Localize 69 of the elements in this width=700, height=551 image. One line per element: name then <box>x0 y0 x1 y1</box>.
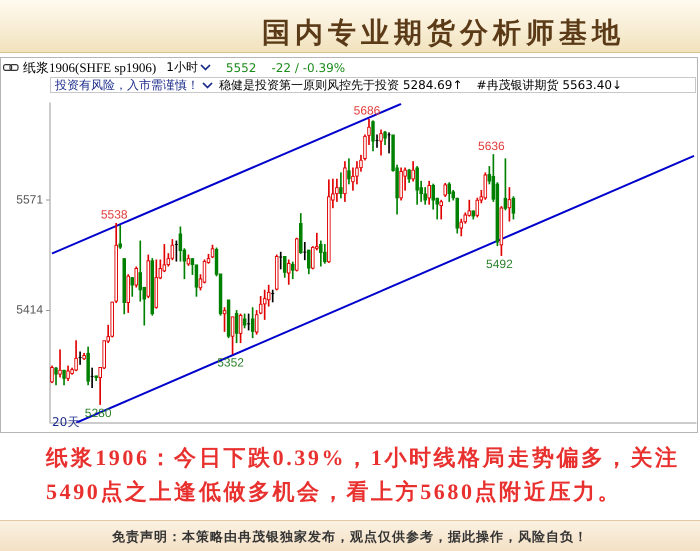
candlestick <box>335 178 339 202</box>
candlestick <box>431 184 436 210</box>
candlestick <box>327 179 331 263</box>
annotation: 20天 <box>52 414 80 431</box>
annotation: 5686 <box>354 104 381 118</box>
candlestick <box>439 200 444 220</box>
candlestick <box>512 196 516 220</box>
annotation: 5492 <box>486 256 514 271</box>
candlestick <box>484 172 488 200</box>
candlestick <box>74 340 78 372</box>
candlestick <box>134 266 138 288</box>
text: 投资有风险，入市需谨慎！ <box>55 76 199 94</box>
candlestick <box>323 244 327 264</box>
candlestick <box>242 314 246 328</box>
candlestick <box>343 161 347 202</box>
candlestick <box>282 256 287 278</box>
candlestick <box>388 132 391 154</box>
annotation: 5352 <box>217 355 244 370</box>
candlestick <box>126 274 130 313</box>
candlestick <box>150 258 154 316</box>
candlestick <box>154 260 158 309</box>
candlestick <box>274 254 279 290</box>
text: 免责声明：本策略由冉茂银独家发布，观点仅供参考，据此操作，风险自负！ <box>0 520 700 551</box>
chart-title: 国内专业期货分析师基地 <box>262 15 625 51</box>
candlestick <box>222 307 226 332</box>
text: #冉茂银讲期货 5563.40↓ <box>476 76 622 94</box>
candlestick <box>130 277 134 297</box>
candlestick <box>286 260 291 285</box>
candlestick <box>238 314 242 344</box>
candlestick <box>230 316 234 354</box>
text: -22 / -0.39% <box>271 60 346 74</box>
text: 纸浆1906：今日下跌0.39%，1小时线格局走势偏多，关注5490点之上逢低做多机会，看上方5680点附近压力。 <box>46 444 680 506</box>
candlestick <box>407 168 411 183</box>
candlestick <box>50 366 54 384</box>
candlestick <box>226 300 230 338</box>
candlestick <box>427 180 432 205</box>
candlestick <box>500 206 504 256</box>
chart-subtitle: 纸浆1906(SHFE sp1906) <box>23 58 156 76</box>
candlestick <box>415 166 419 205</box>
y-tick-label: 5414 <box>16 302 44 317</box>
candlestick <box>508 187 512 222</box>
candlestick <box>383 130 387 145</box>
candlestick <box>376 134 379 148</box>
candlestick <box>146 254 150 298</box>
candlestick <box>122 258 126 314</box>
annotation: 5538 <box>100 208 128 222</box>
candlestick <box>339 172 343 198</box>
text: 稳健是投资第一原则风控先于投资 5284.69↑ <box>219 76 462 94</box>
candlestick <box>298 213 303 254</box>
candlestick <box>447 182 452 202</box>
candlestick <box>66 366 70 381</box>
candlestick <box>262 290 266 320</box>
y-tick-label: 5571 <box>16 192 44 206</box>
annotation: 5636 <box>478 138 506 153</box>
candlestick <box>290 262 295 280</box>
candlestick <box>186 254 190 266</box>
candlestick <box>234 310 238 344</box>
candlestick <box>379 130 383 156</box>
candlestick <box>294 238 299 272</box>
candlestick <box>411 161 415 182</box>
candlestick <box>58 349 62 378</box>
text: 1小时 <box>166 59 198 76</box>
candlestick <box>504 158 508 210</box>
text: 5552 <box>226 60 256 74</box>
candlestick <box>371 120 375 152</box>
candlestick <box>306 250 311 274</box>
candlestick <box>138 240 142 302</box>
candlestick <box>399 167 403 200</box>
candlestick <box>62 370 66 386</box>
